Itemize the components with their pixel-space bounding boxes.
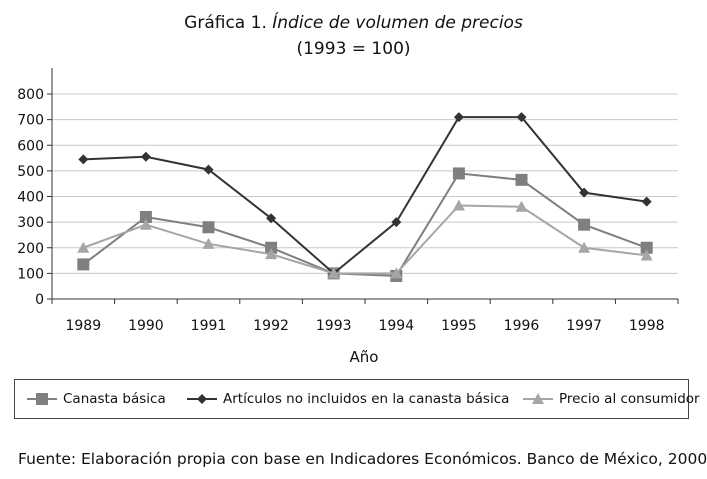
data-point-triangle <box>640 249 653 261</box>
data-point-square <box>515 173 528 186</box>
data-point-diamond <box>453 112 464 123</box>
data-point-diamond <box>579 187 590 198</box>
data-point-diamond <box>140 151 151 162</box>
data-point-square <box>77 258 90 271</box>
y-tick-label: 0 <box>35 292 44 308</box>
x-tick-label: 1989 <box>65 318 101 334</box>
series-line-precio <box>82 204 647 275</box>
legend-label-articulos: Artículos no incluidos en la canasta bás… <box>223 391 510 407</box>
legend-item-canasta: Canasta básica <box>27 380 166 418</box>
legend-item-precio: Precio al consumidor <box>523 380 700 418</box>
data-point-triangle <box>202 237 215 249</box>
chart-title-italic: Índice de volumen de precios <box>272 13 523 33</box>
chart-legend: Canasta básica Artículos no incluidos en… <box>14 379 700 419</box>
legend-square-marker-icon <box>27 393 57 405</box>
x-tick-label: 1997 <box>566 318 602 334</box>
data-point-diamond <box>641 196 652 207</box>
data-point-triangle <box>139 218 152 230</box>
data-point-triangle <box>77 241 90 253</box>
source-note: Fuente: Elaboración propia con base en I… <box>18 450 707 468</box>
data-point-triangle <box>265 248 278 260</box>
data-point-square <box>139 211 152 223</box>
data-point-diamond <box>391 217 402 228</box>
y-tick-label: 300 <box>17 215 44 231</box>
y-tick-label: 400 <box>17 190 44 206</box>
chart-title: Gráfica 1. Índice de volumen de precios <box>0 12 707 34</box>
series-line-articulos <box>83 116 647 275</box>
x-tick-label: 1996 <box>504 318 540 334</box>
chart-subtitle: (1993 = 100) <box>296 39 411 59</box>
x-tick-label: 1995 <box>441 318 477 334</box>
data-point-triangle <box>578 241 591 253</box>
y-tick-label: 100 <box>17 266 44 282</box>
x-axis-label: Año <box>350 348 379 366</box>
data-point-diamond <box>78 154 89 165</box>
data-point-diamond <box>203 164 214 175</box>
data-point-triangle <box>390 267 403 279</box>
y-tick-label: 500 <box>17 164 44 180</box>
legend-item-articulos: Artículos no incluidos en la canasta bás… <box>187 380 509 418</box>
x-tick-label: 1993 <box>316 318 352 334</box>
y-tick-label: 700 <box>17 113 44 129</box>
data-point-diamond <box>516 112 527 123</box>
x-tick-label: 1991 <box>191 318 227 334</box>
x-tick-label: 1994 <box>378 318 414 334</box>
line-chart: 0 100 200 300 400 500 600 700 800 1989 1990 1991 199… <box>17 68 679 366</box>
data-point-diamond <box>266 213 277 224</box>
x-tick-label: 1990 <box>128 318 164 334</box>
legend-label-canasta: Canasta básica <box>63 391 166 407</box>
legend-triangle-marker-icon <box>523 393 553 404</box>
y-tick-label: 600 <box>17 138 44 154</box>
data-point-square <box>202 221 215 234</box>
data-point-square <box>265 241 278 254</box>
y-tick-label: 200 <box>17 241 44 257</box>
data-point-square <box>640 241 653 254</box>
data-point-triangle <box>515 200 528 212</box>
x-tick-label: 1992 <box>253 318 289 334</box>
y-tick-label: 800 <box>17 87 44 103</box>
legend-label-precio: Precio al consumidor <box>559 391 700 407</box>
legend-diamond-marker-icon <box>187 394 217 404</box>
chart-title-prefix: Gráfica 1. <box>184 13 267 33</box>
data-point-square <box>578 218 591 231</box>
x-tick-label: 1998 <box>629 318 665 334</box>
data-point-square <box>452 167 465 180</box>
data-point-triangle <box>327 267 340 279</box>
series-line-canasta <box>82 172 648 277</box>
data-point-triangle <box>452 199 465 211</box>
